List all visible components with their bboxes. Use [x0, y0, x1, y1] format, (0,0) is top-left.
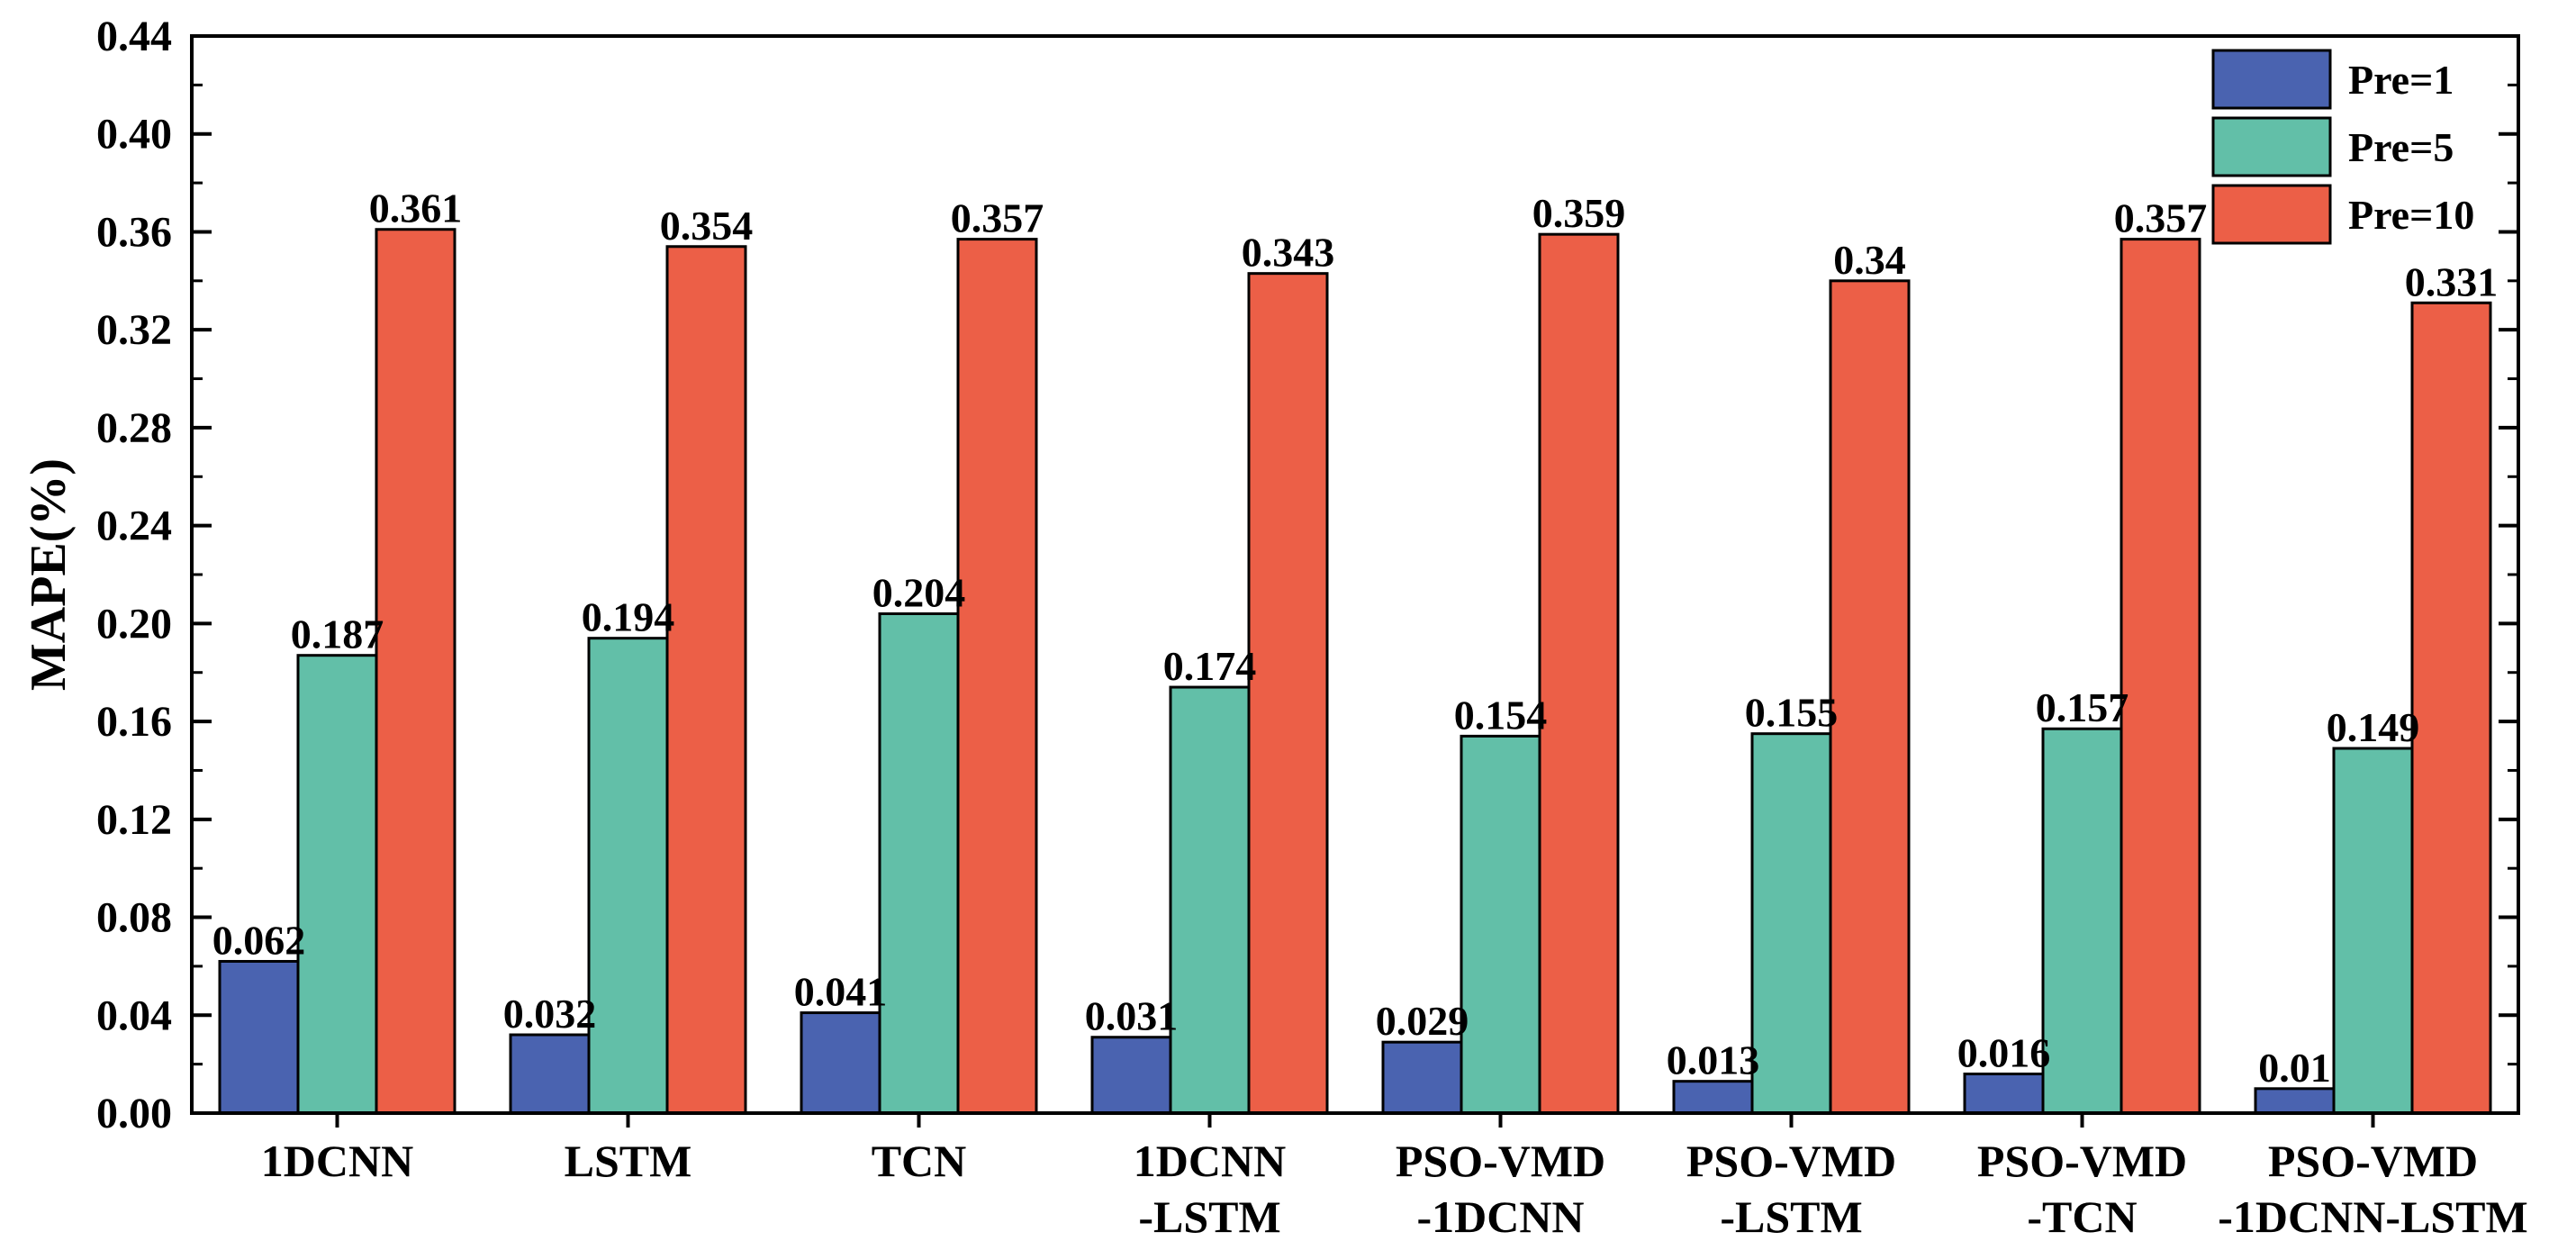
x-category-label-line2: -LSTM	[1138, 1191, 1280, 1242]
y-tick-label: 0.20	[96, 600, 172, 648]
bar-pre-10	[1829, 279, 1911, 1115]
bar-pre-10	[2410, 301, 2492, 1115]
x-category-label: PSO-VMD	[1977, 1136, 2187, 1186]
x-category-label-line2: -LSTM	[1720, 1191, 1862, 1242]
legend-label: Pre=10	[2348, 192, 2474, 238]
bars	[218, 228, 2492, 1115]
bar-pre-1	[1963, 1073, 2045, 1115]
data-label: 0.361	[369, 186, 463, 231]
y-tick-label: 0.32	[96, 306, 172, 354]
legend-swatch	[2211, 49, 2332, 110]
data-label: 0.187	[291, 611, 384, 657]
data-label: 0.34	[1833, 237, 1906, 283]
x-category-label: PSO-VMD	[2268, 1136, 2478, 1186]
y-tick-label: 0.12	[96, 796, 172, 844]
data-label: 0.031	[1085, 993, 1179, 1039]
bar-pre-5	[1750, 732, 1832, 1115]
bar-pre-10	[956, 238, 1038, 1115]
data-label: 0.01	[2258, 1045, 2331, 1091]
data-label: 0.343	[1242, 230, 1335, 276]
bar-pre-1	[1381, 1040, 1463, 1115]
x-category-label: 1DCNN	[261, 1136, 413, 1186]
y-tick-label: 0.08	[96, 894, 172, 942]
legend-label: Pre=5	[2348, 124, 2454, 170]
data-label: 0.354	[660, 203, 754, 249]
data-label: 0.016	[1957, 1030, 2051, 1076]
y-tick-label: 0.36	[96, 208, 172, 256]
data-label: 0.204	[872, 569, 966, 615]
x-category-label: TCN	[872, 1136, 967, 1186]
x-category-label: 1DCNN	[1134, 1136, 1286, 1186]
data-label: 0.155	[1745, 690, 1839, 736]
bar-pre-10	[375, 228, 456, 1115]
legend: Pre=1 Pre=5 Pre=10	[2211, 49, 2474, 245]
bar-pre-5	[1169, 685, 1251, 1115]
bar-pre-5	[296, 654, 378, 1115]
data-label: 0.331	[2405, 258, 2499, 304]
bar-pre-1	[218, 959, 300, 1115]
bar-pre-10	[665, 245, 747, 1115]
bar-pre-5	[1460, 734, 1541, 1115]
x-category-label: LSTM	[565, 1136, 692, 1186]
y-tick-label: 0.04	[96, 992, 172, 1039]
data-label: 0.041	[794, 969, 888, 1015]
data-label: 0.013	[1667, 1037, 1760, 1083]
data-label: 0.357	[2114, 195, 2208, 241]
bar-pre-5	[878, 611, 960, 1115]
y-tick-label: 0.24	[96, 503, 172, 550]
y-tick-label: 0.16	[96, 698, 172, 746]
bar-pre-1	[800, 1011, 881, 1115]
y-tick-label: 0.00	[96, 1090, 172, 1137]
x-category-label-line2: -1DCNN-LSTM	[2218, 1191, 2527, 1242]
bar-pre-10	[1538, 232, 1620, 1115]
data-label: 0.032	[503, 991, 597, 1037]
data-label: 0.194	[582, 594, 675, 640]
bar-pre-1	[509, 1033, 591, 1115]
y-tick-label: 0.40	[96, 111, 172, 159]
y-tick-label: 0.28	[96, 404, 172, 452]
bar-pre-10	[1247, 272, 1329, 1115]
plot-frame	[190, 34, 2520, 1115]
legend-swatch	[2211, 184, 2332, 245]
axis-ticks: 0.00 0.04 0.08 0.12 0.16 0.20 0.24 0.28 0.32 0.36…	[96, 13, 2518, 1137]
data-label: 0.357	[951, 195, 1044, 241]
legend-swatch	[2211, 116, 2332, 177]
bar-pre-1	[2254, 1087, 2336, 1115]
bar-pre-5	[2041, 727, 2123, 1115]
x-category-label-line2: -1DCNN	[1416, 1191, 1584, 1242]
x-category-label-line2: -TCN	[2027, 1191, 2137, 1242]
data-label: 0.359	[1532, 190, 1626, 236]
legend-label: Pre=1	[2348, 57, 2454, 103]
x-category-label: PSO-VMD	[1686, 1136, 1896, 1186]
data-label: 0.174	[1163, 643, 1257, 689]
bar-pre-5	[587, 637, 669, 1115]
bar-pre-10	[2120, 238, 2201, 1115]
data-label: 0.157	[2036, 684, 2129, 730]
data-label: 0.154	[1454, 692, 1548, 738]
data-label: 0.149	[2327, 704, 2420, 750]
x-category-label: PSO-VMD	[1396, 1136, 1605, 1186]
bar-pre-1	[1672, 1080, 1754, 1115]
bar-pre-5	[2332, 747, 2414, 1115]
y-tick-label: 0.44	[96, 13, 172, 60]
y-axis-title: MAPE(%)	[21, 458, 77, 691]
bar-pre-1	[1090, 1036, 1172, 1115]
data-label: 0.029	[1376, 998, 1469, 1044]
data-label: 0.062	[212, 917, 306, 963]
category-labels: 1DCNN LSTM TCN 1DCNN-LSTMPSO-VMD-1DCNNPSO-V…	[261, 1113, 2528, 1242]
data-labels: 0.062 0.187 0.361 0.032 0.194 0.354 0.041 0.204…	[212, 186, 2499, 1091]
